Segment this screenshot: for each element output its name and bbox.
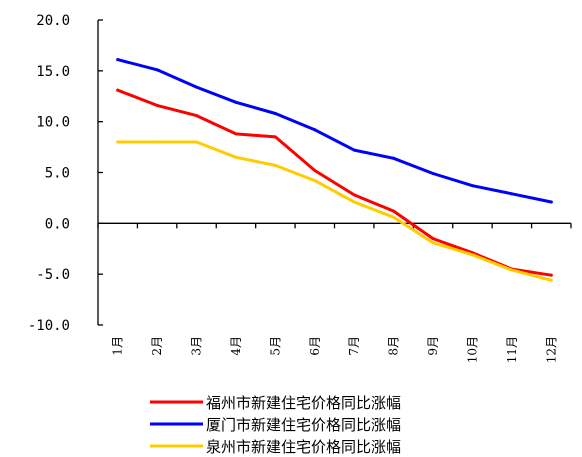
data-point (510, 268, 514, 272)
y-tick-label: 5.0 (45, 166, 70, 182)
x-category-label: 12月 (544, 336, 558, 363)
data-point (392, 156, 396, 160)
data-point (273, 112, 277, 116)
y-tick-label: 0.0 (45, 216, 70, 232)
data-point (431, 172, 435, 176)
data-point (431, 237, 435, 241)
x-category-label: 10月 (465, 336, 479, 363)
data-point (234, 132, 238, 136)
x-category-label: 11月 (505, 336, 519, 363)
data-point (313, 168, 317, 172)
data-point (470, 253, 474, 257)
data-point (549, 278, 553, 282)
x-category-label: 5月 (268, 336, 282, 356)
legend-label: 厦门市新建住宅价格同比涨幅 (206, 416, 401, 434)
data-point (313, 179, 317, 183)
y-tick-label: -5.0 (36, 267, 70, 283)
y-tick-label: -10.0 (28, 318, 70, 334)
data-point (352, 193, 356, 197)
x-category-label: 2月 (150, 336, 164, 356)
y-axis-ticks: 20.0 15.0 10.0 5.0 0.0 -5.0 -10.0 (28, 13, 103, 334)
data-point (470, 184, 474, 188)
data-point (352, 148, 356, 152)
data-point (392, 209, 396, 213)
legend-label: 泉州市新建住宅价格同比涨幅 (206, 438, 401, 456)
y-tick-label: 20.0 (36, 13, 70, 29)
data-point (234, 100, 238, 104)
data-point (195, 85, 199, 89)
x-category-label: 3月 (190, 336, 204, 356)
data-point (155, 68, 159, 72)
legend-label: 福州市新建住宅价格同比涨幅 (206, 394, 401, 412)
data-point (313, 128, 317, 132)
x-category-label: 8月 (387, 336, 401, 356)
data-point (549, 273, 553, 277)
x-category-label: 4月 (229, 336, 243, 356)
data-point (195, 140, 199, 144)
y-tick-label: 10.0 (36, 115, 70, 131)
data-point (273, 163, 277, 167)
x-category-label: 1月 (111, 336, 125, 356)
data-point (352, 200, 356, 204)
data-point (549, 200, 553, 204)
series-line-3 (116, 140, 553, 282)
axes (97, 20, 571, 325)
data-point (273, 135, 277, 139)
data-point (155, 140, 159, 144)
x-axis-ticks: 1月 2月 3月 4月 5月 6月 7月 8月 9月 10月 11月 12月 (97, 223, 572, 363)
data-point (510, 192, 514, 196)
y-tick-label: 15.0 (36, 64, 70, 80)
data-point (195, 114, 199, 118)
x-category-label: 9月 (426, 336, 440, 356)
series-line-1 (116, 88, 553, 277)
data-point (431, 241, 435, 245)
data-point (392, 215, 396, 219)
x-category-label: 6月 (308, 336, 322, 356)
data-point (116, 58, 120, 62)
series-lines (116, 58, 553, 282)
series-line-2 (116, 58, 553, 204)
data-point (155, 103, 159, 107)
data-point (116, 88, 120, 92)
data-point (116, 140, 120, 144)
x-category-label: 7月 (347, 336, 361, 356)
data-point (234, 155, 238, 159)
